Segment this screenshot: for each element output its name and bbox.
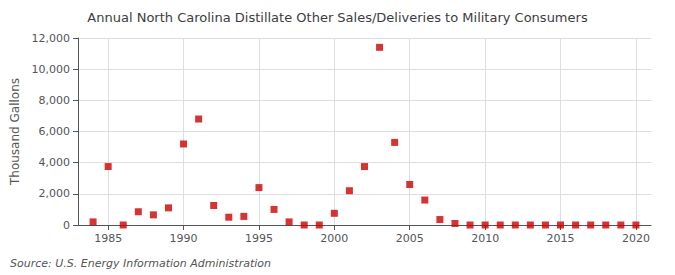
svg-text:Source: U.S. Energy Informatio: Source: U.S. Energy Information Administ… — [10, 257, 271, 270]
svg-text:8,000: 8,000 — [39, 94, 71, 107]
svg-text:2005: 2005 — [396, 232, 424, 245]
svg-text:0: 0 — [63, 219, 70, 232]
svg-text:Thousand Gallons: Thousand Gallons — [8, 78, 22, 186]
svg-text:2,000: 2,000 — [39, 187, 71, 200]
svg-text:2010: 2010 — [471, 232, 499, 245]
svg-text:1995: 1995 — [245, 232, 273, 245]
svg-text:Annual North Carolina Distilla: Annual North Carolina Distillate Other S… — [87, 10, 588, 25]
svg-text:2015: 2015 — [547, 232, 575, 245]
svg-text:2020: 2020 — [622, 232, 650, 245]
svg-text:1985: 1985 — [94, 232, 122, 245]
svg-text:1990: 1990 — [170, 232, 198, 245]
svg-text:6,000: 6,000 — [39, 125, 71, 138]
svg-text:12,000: 12,000 — [32, 32, 71, 45]
svg-text:10,000: 10,000 — [32, 63, 71, 76]
svg-text:2000: 2000 — [320, 232, 348, 245]
svg-text:4,000: 4,000 — [39, 156, 71, 169]
